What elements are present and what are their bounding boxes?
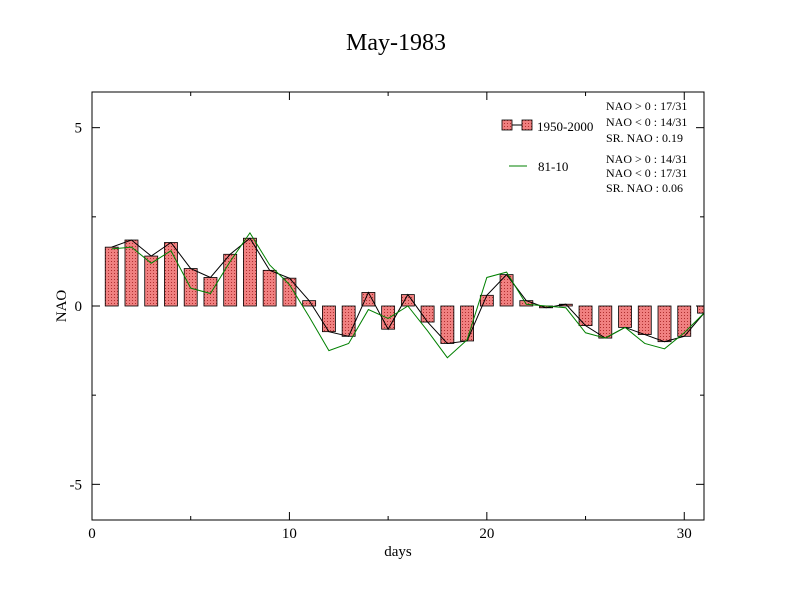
bar-day-17 xyxy=(420,305,435,323)
bar-day-19 xyxy=(460,305,474,342)
bar-day-28 xyxy=(637,305,652,335)
x-tick-label: 20 xyxy=(479,526,494,542)
bar-day-9 xyxy=(262,269,277,307)
chart-title: May-1983 xyxy=(346,30,446,56)
y-tick-label: 0 xyxy=(75,299,83,315)
y-axis-label: NAO xyxy=(54,290,70,323)
stats-block: NAO > 0 : 17/31 NAO < 0 : 14/31 SR. NAO … xyxy=(606,99,687,195)
bar-day-6 xyxy=(203,277,218,307)
y-tick-label: 5 xyxy=(75,121,83,137)
bar-day-8 xyxy=(243,237,257,307)
bar-day-12 xyxy=(322,305,336,333)
stats-1950-pos: NAO > 0 : 17/31 xyxy=(606,99,687,113)
bar-day-4 xyxy=(164,242,178,307)
bar-day-30 xyxy=(677,305,692,337)
stats-8110-pos: NAO > 0 : 14/31 xyxy=(606,152,687,166)
bar-day-14 xyxy=(361,292,376,307)
bar-day-2 xyxy=(124,239,139,307)
bar-day-25 xyxy=(578,305,593,327)
bar-day-13 xyxy=(341,305,356,337)
bar-day-15 xyxy=(381,305,396,330)
stats-1950-neg: NAO < 0 : 14/31 xyxy=(606,115,687,129)
bar-group xyxy=(104,237,705,344)
legend-label-1950-2000: 1950-2000 xyxy=(537,119,593,134)
bar-day-27 xyxy=(618,305,632,328)
legend-label-81-10: 81-10 xyxy=(538,159,568,174)
bar-day-31 xyxy=(697,305,705,314)
y-tick-label: -5 xyxy=(70,477,83,493)
legend: 1950-2000 81-10 xyxy=(501,119,593,174)
line-group xyxy=(111,231,705,359)
x-axis-label: days xyxy=(384,544,412,560)
x-tick-label: 0 xyxy=(88,526,96,542)
bar-day-1 xyxy=(104,246,119,307)
series-81-10-line xyxy=(111,231,705,359)
legend-bar-swatch-right xyxy=(521,119,533,131)
stats-8110-neg: NAO < 0 : 17/31 xyxy=(606,166,687,180)
x-tick-label: 30 xyxy=(677,526,692,542)
bar-day-26 xyxy=(598,305,613,339)
tick-group: 0 10 20 30 -5 0 5 xyxy=(70,92,704,542)
stats-8110-sr: SR. NAO : 0.06 xyxy=(606,181,683,195)
stats-1950-sr: SR. NAO : 0.19 xyxy=(606,131,683,145)
legend-bar-swatch-left xyxy=(501,119,513,131)
x-tick-label: 10 xyxy=(282,526,297,542)
bar-day-20 xyxy=(479,294,494,307)
bar-day-29 xyxy=(657,305,672,343)
